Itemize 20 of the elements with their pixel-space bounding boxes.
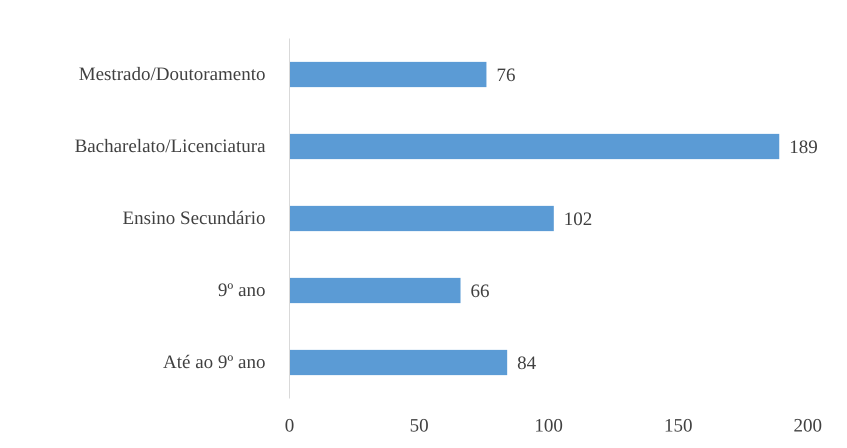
bar: [290, 134, 780, 160]
bar: [290, 206, 554, 232]
y-tick-label: Ensino Secundário: [122, 208, 266, 229]
data-label: 84: [517, 353, 537, 374]
y-tick-label: Mestrado/Doutoramento: [78, 64, 266, 85]
data-label: 76: [496, 65, 516, 86]
data-label: 189: [789, 137, 818, 158]
x-tick-label: 150: [664, 416, 692, 436]
bar: [290, 278, 461, 304]
bar: [290, 62, 486, 88]
y-tick-label: Até ao 9º ano: [163, 352, 266, 373]
bar: [290, 350, 508, 376]
data-label: 102: [564, 209, 592, 230]
x-tick-label: 50: [410, 416, 429, 436]
data-label: 66: [470, 281, 490, 302]
x-tick-label: 200: [794, 416, 822, 436]
y-tick-label: Bacharelato/Licenciatura: [74, 136, 266, 157]
y-tick-label: 9º ano: [218, 280, 266, 301]
x-tick-label: 0: [284, 416, 294, 436]
x-tick-label: 100: [534, 416, 563, 436]
